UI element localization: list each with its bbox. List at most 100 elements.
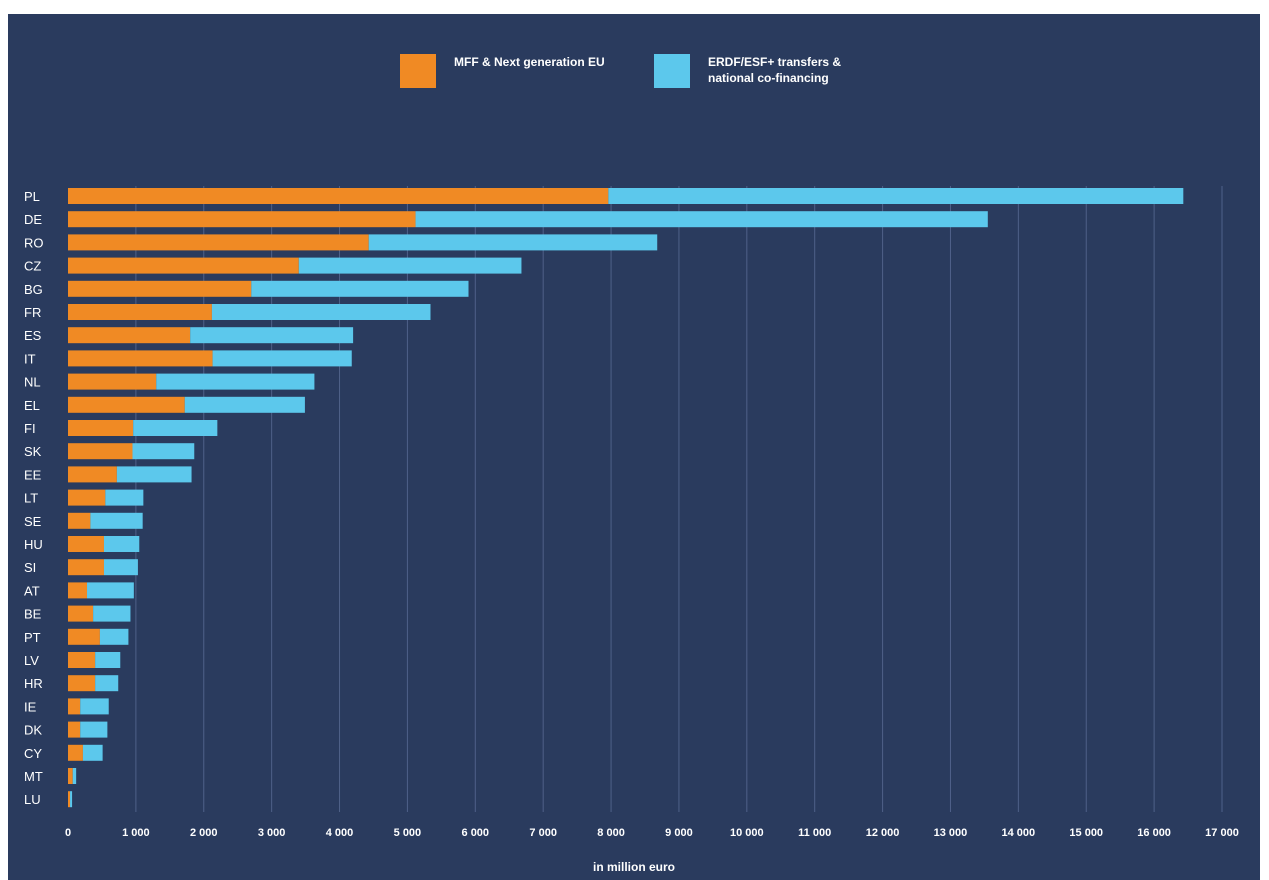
legend-item-series2: ERDF/ESF+ transfers & national co-financ… [654, 54, 868, 88]
bar-erdf-pl [608, 188, 1184, 204]
bar-mff-se [68, 512, 91, 529]
bar-mff-hr [68, 675, 96, 692]
x-tick-label: 1 000 [122, 827, 150, 839]
bar-erdf-se [90, 512, 143, 529]
chart-panel: 0 1 000 2 000 3 000 4 000 5 000 6 000 7 000 8 00… [8, 14, 1260, 880]
bar-erdf-nl [156, 373, 315, 390]
x-tick-label: 6 000 [462, 827, 490, 839]
x-tick-label: 3 000 [258, 827, 286, 839]
bar-erdf-it [212, 350, 352, 367]
bar-erdf-dk [80, 721, 108, 738]
category-label: AT [24, 583, 40, 598]
bar-mff-si [68, 559, 104, 576]
legend-label-series2: ERDF/ESF+ transfers & national co-financ… [708, 55, 842, 85]
x-tick-label: 12 000 [866, 827, 900, 839]
legend-label-series1: MFF & Next generation EU [454, 55, 605, 69]
bar-erdf-ro [368, 234, 658, 251]
x-tick-label: 0 [65, 827, 71, 839]
bar-mff-cy [68, 744, 83, 761]
x-tick-label: 9 000 [665, 827, 693, 839]
bar-mff-dk [68, 721, 81, 738]
bar-erdf-lv [95, 652, 121, 668]
x-axis-label: in million euro [593, 860, 675, 874]
x-tick-label: 16 000 [1137, 827, 1171, 839]
bar-mff-at [68, 582, 88, 599]
x-tick-label: 15 000 [1069, 827, 1103, 839]
bar-chart: 0 1 000 2 000 3 000 4 000 5 000 6 000 7 000 8 00… [24, 186, 1239, 874]
x-tick-label: 10 000 [730, 827, 764, 839]
bar-mff-lv [68, 652, 96, 668]
category-label: PL [24, 189, 40, 204]
category-label: FR [24, 305, 41, 320]
bar-erdf-ie [80, 698, 109, 715]
category-label: SE [24, 514, 42, 529]
bar-mff-pl [68, 188, 609, 204]
bar-mff-ee [68, 466, 117, 483]
category-label: LT [24, 491, 38, 506]
bar-erdf-ee [116, 466, 192, 483]
x-tick-label: 13 000 [934, 827, 968, 839]
x-tick-label: 7 000 [529, 827, 557, 839]
bar-erdf-lt [105, 489, 144, 506]
bar-mff-cz [68, 257, 299, 274]
bar-mff-nl [68, 373, 157, 390]
bar-erdf-fi [133, 420, 218, 436]
x-tick-label: 14 000 [1002, 827, 1036, 839]
bar-mff-de [68, 211, 416, 228]
category-label: BE [24, 607, 42, 622]
category-label: LV [24, 653, 39, 668]
category-label: IE [24, 699, 37, 714]
bar-erdf-hu [103, 536, 140, 552]
category-label: SI [24, 560, 36, 575]
category-label: CZ [24, 259, 41, 274]
bar-mff-lt [68, 489, 106, 506]
category-label: HU [24, 537, 43, 552]
bar-erdf-pt [99, 628, 129, 645]
category-label: IT [24, 351, 36, 366]
category-label: DE [24, 212, 42, 227]
bar-erdf-cz [298, 257, 522, 274]
category-label: SK [24, 444, 42, 459]
bar-erdf-fr [211, 304, 431, 320]
category-label: EL [24, 398, 40, 413]
bar-mff-hu [68, 536, 104, 552]
category-label: MT [24, 769, 43, 784]
x-tick-label: 8 000 [597, 827, 625, 839]
bar-mff-el [68, 396, 185, 413]
category-label: BG [24, 282, 43, 297]
bar-mff-es [68, 327, 191, 344]
bar-erdf-cy [82, 744, 103, 761]
bar-erdf-hr [95, 675, 119, 692]
legend-swatch-series1 [400, 54, 436, 88]
x-tick-label: 11 000 [798, 827, 831, 839]
bar-erdf-lu [70, 791, 73, 808]
category-label: NL [24, 375, 41, 390]
x-tick-label: 5 000 [394, 827, 422, 839]
bar-erdf-sk [132, 443, 195, 460]
bar-mff-bg [68, 280, 252, 297]
bar-mff-lu [68, 791, 71, 808]
bar-mff-ro [68, 234, 369, 251]
bar-mff-fi [68, 420, 134, 436]
category-label: LU [24, 792, 41, 807]
x-tick-label: 4 000 [326, 827, 354, 839]
bar-erdf-de [415, 211, 988, 228]
bar-erdf-es [190, 327, 354, 344]
category-label: ES [24, 328, 42, 343]
bar-mff-be [68, 605, 94, 622]
category-label: PT [24, 630, 41, 645]
category-label: FI [24, 421, 36, 436]
bar-erdf-be [93, 605, 131, 622]
bar-erdf-bg [251, 280, 469, 297]
bar-erdf-mt [72, 768, 77, 784]
bar-mff-pt [68, 628, 100, 645]
legend-swatch-series2 [654, 54, 690, 88]
category-label: HR [24, 676, 43, 691]
bar-erdf-si [103, 559, 138, 576]
x-tick-label: 2 000 [190, 827, 218, 839]
bar-mff-fr [68, 304, 212, 320]
category-label: CY [24, 746, 42, 761]
bar-erdf-at [87, 582, 134, 599]
bar-mff-mt [68, 768, 73, 784]
bar-erdf-el [184, 396, 305, 413]
